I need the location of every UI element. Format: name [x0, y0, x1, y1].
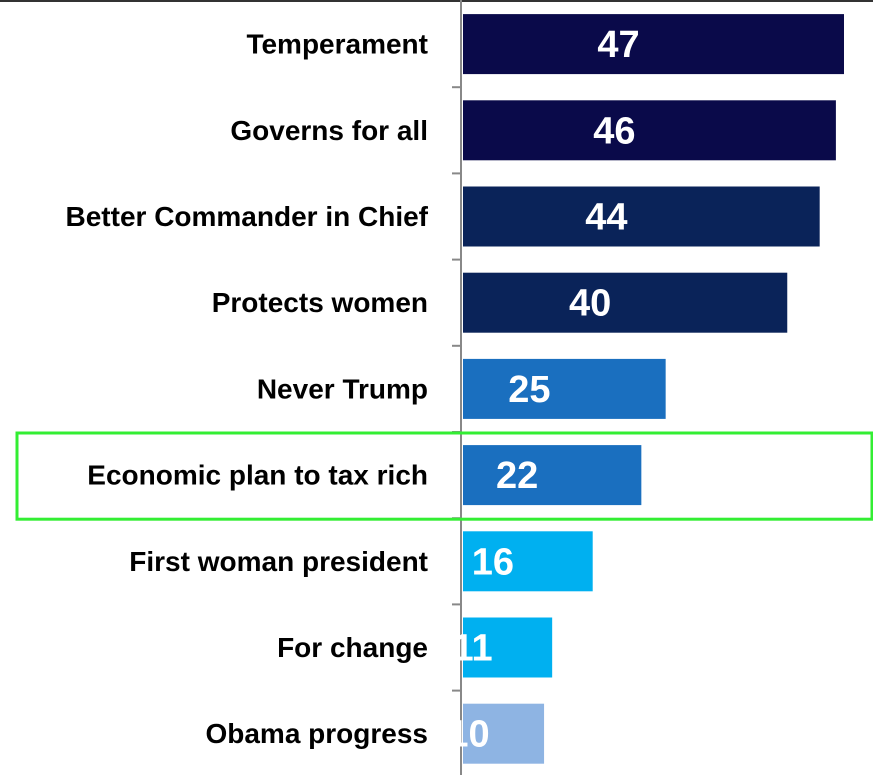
axis-ticks — [452, 86, 461, 692]
bar-never-trump — [463, 358, 666, 419]
bar-first-woman-president — [463, 531, 593, 592]
value-label-first-woman-president: 16 — [472, 541, 514, 583]
category-label-governs-for-all: Governs for all — [230, 115, 428, 146]
bars-group — [463, 14, 844, 764]
highlight-box — [15, 431, 873, 521]
category-label-first-woman-president: First woman president — [129, 546, 428, 577]
bar-economic-plan-to-tax-rich — [463, 445, 642, 506]
category-label-obama-progress: Obama progress — [205, 718, 428, 749]
category-label-protects-women: Protects women — [212, 287, 428, 318]
category-label-temperament: Temperament — [246, 29, 428, 60]
bar-temperament — [463, 14, 844, 75]
value-label-governs-for-all: 46 — [593, 110, 635, 152]
value-labels-group: 47 46 44 40 25 22 16 11 10 — [447, 24, 639, 756]
value-label-obama-progress: 10 — [447, 714, 489, 756]
category-label-for-change: For change — [277, 632, 428, 663]
bar-for-change — [463, 617, 553, 678]
value-label-better-commander-in-chief: 44 — [585, 197, 627, 239]
value-label-for-change: 11 — [452, 628, 492, 670]
bar-protects-women — [463, 272, 788, 333]
bar-better-commander-in-chief — [463, 186, 820, 247]
category-label-never-trump: Never Trump — [257, 373, 428, 404]
value-label-never-trump: 25 — [508, 369, 550, 411]
category-label-better-commander-in-chief: Better Commander in Chief — [66, 201, 429, 232]
value-label-protects-women: 40 — [569, 283, 611, 325]
value-label-economic-plan-to-tax-rich: 22 — [496, 455, 538, 497]
bar-obama-progress — [463, 703, 545, 764]
category-labels-group: Temperament Governs for all Better Command… — [66, 29, 429, 750]
category-label-economic-plan-to-tax-rich: Economic plan to tax rich — [87, 460, 428, 491]
bar-governs-for-all — [463, 100, 836, 161]
value-label-temperament: 47 — [597, 24, 639, 66]
